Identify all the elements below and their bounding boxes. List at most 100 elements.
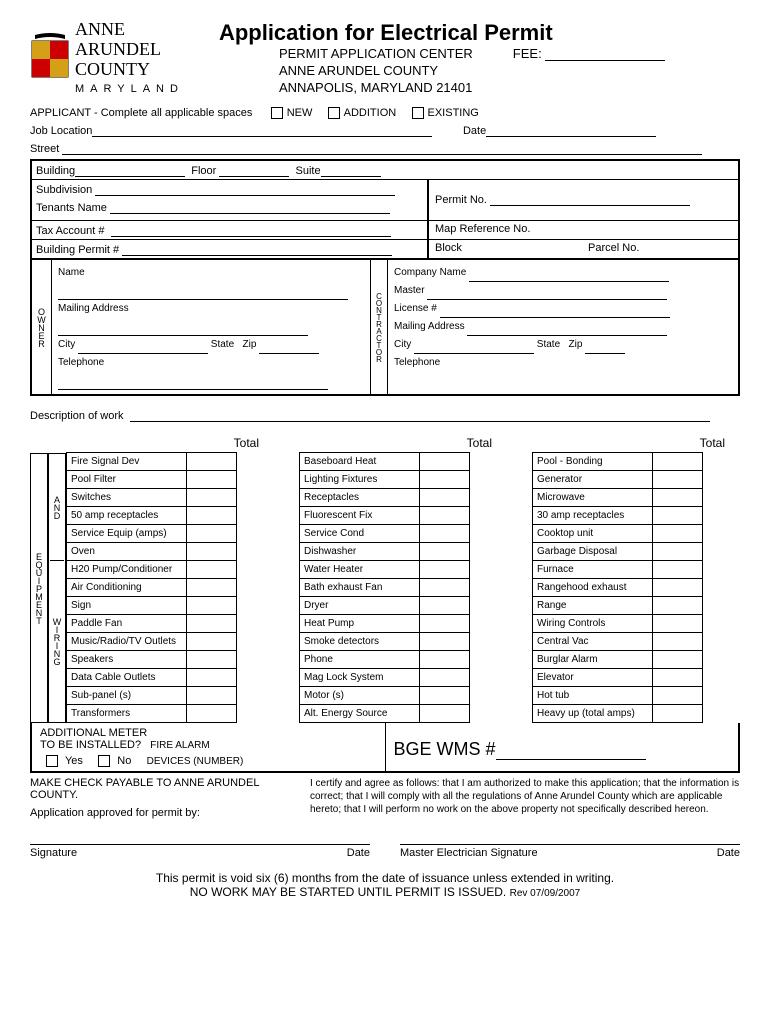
equipment-total-input[interactable] <box>420 560 470 578</box>
sig-date-label: Date <box>347 847 370 859</box>
equipment-total-input[interactable] <box>653 506 703 524</box>
equipment-total-input[interactable] <box>187 542 237 560</box>
no-checkbox[interactable] <box>98 755 110 767</box>
equipment-row: Receptacles <box>300 488 470 506</box>
equipment-total-input[interactable] <box>653 578 703 596</box>
equipment-item: Burglar Alarm <box>533 650 653 668</box>
equipment-total-input[interactable] <box>420 686 470 704</box>
date-input[interactable] <box>486 123 656 137</box>
yes-checkbox[interactable] <box>46 755 58 767</box>
addition-checkbox[interactable] <box>328 107 340 119</box>
equipment-item: Mag Lock System <box>300 668 420 686</box>
equipment-item: 30 amp receptacles <box>533 506 653 524</box>
equipment-total-input[interactable] <box>653 632 703 650</box>
job-location-input[interactable] <box>92 123 432 137</box>
equipment-total-input[interactable] <box>187 488 237 506</box>
street-input[interactable] <box>62 141 702 155</box>
equipment-total-input[interactable] <box>420 542 470 560</box>
equipment-total-input[interactable] <box>653 452 703 470</box>
equipment-total-input[interactable] <box>653 686 703 704</box>
equipment-total-input[interactable] <box>420 632 470 650</box>
equipment-row: Paddle Fan <box>67 614 237 632</box>
equipment-total-input[interactable] <box>187 506 237 524</box>
equipment-total-input[interactable] <box>187 452 237 470</box>
equipment-row: Oven <box>67 542 237 560</box>
contractor-mailing-input[interactable] <box>467 322 667 336</box>
description-input[interactable] <box>130 408 710 422</box>
and-label: AND <box>50 493 64 521</box>
equipment-total-input[interactable] <box>187 614 237 632</box>
equipment-total-input[interactable] <box>420 596 470 614</box>
master-input[interactable] <box>427 286 667 300</box>
equipment-total-input[interactable] <box>653 542 703 560</box>
equipment-item: Hot tub <box>533 686 653 704</box>
equipment-item: Transformers <box>67 704 187 722</box>
equipment-row: 50 amp receptacles <box>67 506 237 524</box>
equipment-total-input[interactable] <box>653 650 703 668</box>
equipment-total-input[interactable] <box>653 668 703 686</box>
equipment-total-input[interactable] <box>187 596 237 614</box>
suite-input[interactable] <box>321 163 381 177</box>
tenants-input[interactable] <box>110 200 390 214</box>
equipment-row: Speakers <box>67 650 237 668</box>
equipment-item: Elevator <box>533 668 653 686</box>
equipment-row: Service Equip (amps) <box>67 524 237 542</box>
contractor-zip-input[interactable] <box>585 340 625 354</box>
equipment-total-input[interactable] <box>187 470 237 488</box>
equipment-total-input[interactable] <box>187 524 237 542</box>
equipment-total-input[interactable] <box>653 524 703 542</box>
owner-phone-input[interactable] <box>58 376 328 390</box>
license-input[interactable] <box>440 304 670 318</box>
equipment-item: H20 Pump/Conditioner <box>67 560 187 578</box>
equipment-total-input[interactable] <box>653 470 703 488</box>
equipment-item: Pool - Bonding <box>533 452 653 470</box>
equipment-total-input[interactable] <box>187 704 237 722</box>
owner-city-input[interactable] <box>78 340 208 354</box>
company-input[interactable] <box>469 268 669 282</box>
equipment-total-input[interactable] <box>653 488 703 506</box>
bge-input[interactable] <box>496 746 646 760</box>
equipment-total-input[interactable] <box>187 632 237 650</box>
equipment-total-input[interactable] <box>187 650 237 668</box>
equipment-total-input[interactable] <box>420 578 470 596</box>
tenants-label: Tenants Name <box>36 202 107 214</box>
existing-checkbox[interactable] <box>412 107 424 119</box>
equipment-item: Motor (s) <box>300 686 420 704</box>
owner-mailing-input[interactable] <box>58 322 308 336</box>
fee-input[interactable] <box>545 47 665 61</box>
subdivision-input[interactable] <box>95 182 395 196</box>
equipment-total-input[interactable] <box>420 488 470 506</box>
floor-input[interactable] <box>219 163 289 177</box>
master-sig-label: Master Electrician Signature <box>400 847 538 859</box>
equipment-total-input[interactable] <box>653 596 703 614</box>
equipment-item: Music/Radio/TV Outlets <box>67 632 187 650</box>
owner-zip-input[interactable] <box>259 340 319 354</box>
equipment-total-input[interactable] <box>653 704 703 722</box>
building-permit-input[interactable] <box>122 242 392 256</box>
equipment-total-input[interactable] <box>187 668 237 686</box>
permit-no-input[interactable] <box>490 192 690 206</box>
center-line3: ANNAPOLIS, MARYLAND 21401 <box>279 80 473 97</box>
total-header-1: Total <box>66 436 274 450</box>
equipment-total-input[interactable] <box>187 560 237 578</box>
equipment-total-input[interactable] <box>187 686 237 704</box>
equipment-total-input[interactable] <box>420 506 470 524</box>
equipment-total-input[interactable] <box>187 578 237 596</box>
tax-account-label: Tax Account # <box>36 225 105 237</box>
equipment-total-input[interactable] <box>420 650 470 668</box>
owner-name-label: Name <box>58 267 85 278</box>
equipment-item: Wiring Controls <box>533 614 653 632</box>
equipment-total-input[interactable] <box>653 560 703 578</box>
equipment-total-input[interactable] <box>420 668 470 686</box>
new-checkbox[interactable] <box>271 107 283 119</box>
equipment-total-input[interactable] <box>420 614 470 632</box>
building-input[interactable] <box>75 163 185 177</box>
owner-name-input[interactable] <box>58 286 348 300</box>
equipment-total-input[interactable] <box>420 524 470 542</box>
contractor-city-input[interactable] <box>414 340 534 354</box>
equipment-total-input[interactable] <box>420 452 470 470</box>
equipment-total-input[interactable] <box>653 614 703 632</box>
equipment-total-input[interactable] <box>420 470 470 488</box>
equipment-total-input[interactable] <box>420 704 470 722</box>
tax-account-input[interactable] <box>111 223 391 237</box>
